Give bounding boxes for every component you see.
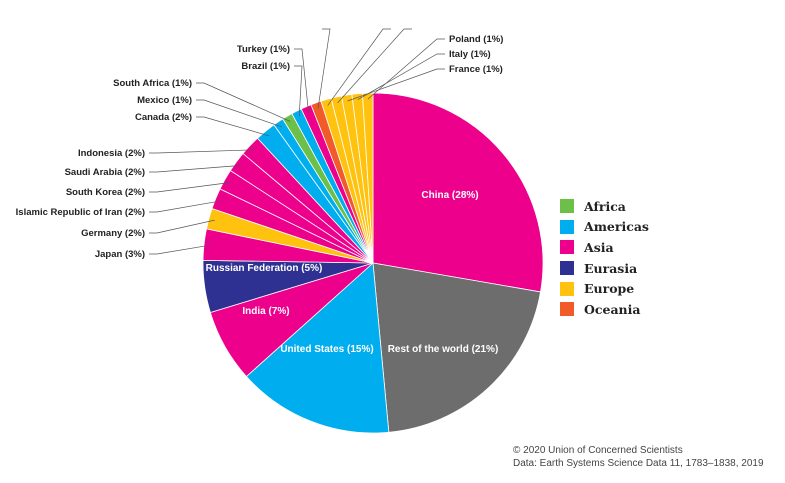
slice-label-4: Russian Federation (5%) bbox=[206, 263, 323, 274]
legend-label: Eurasia bbox=[584, 260, 638, 276]
slice-label-10: Indonesia (2%) bbox=[78, 148, 145, 159]
slice-label-21: Poland (1%) bbox=[449, 34, 503, 45]
slice-label-7: Islamic Republic of Iran (2%) bbox=[16, 207, 145, 218]
legend-swatch bbox=[560, 240, 574, 255]
leader-lines bbox=[149, 28, 445, 255]
legend-item-americas: Americas bbox=[560, 217, 649, 238]
legend-label: Americas bbox=[584, 219, 649, 235]
slice-label-19: France (1%) bbox=[449, 64, 503, 75]
pie-slice-1 bbox=[372, 262, 541, 433]
leader-line-14 bbox=[294, 65, 303, 117]
leader-line-10 bbox=[149, 149, 255, 154]
leader-line-21 bbox=[367, 38, 445, 100]
slice-label-1: Rest of the world (21%) bbox=[388, 344, 499, 355]
source-text: Data: Earth Systems Science Data 11, 178… bbox=[513, 458, 764, 469]
leader-line-20 bbox=[357, 53, 445, 101]
legend-swatch bbox=[560, 261, 574, 276]
legend-label: Oceania bbox=[584, 301, 641, 317]
slice-label-9: Saudi Arabia (2%) bbox=[65, 167, 145, 178]
legend-item-oceania: Oceania bbox=[560, 299, 649, 320]
pie-slices bbox=[202, 92, 544, 434]
slice-label-11: Canada (2%) bbox=[135, 112, 192, 123]
pie-slice-0 bbox=[372, 92, 544, 293]
legend-label: Asia bbox=[584, 239, 614, 255]
legend-label: Africa bbox=[584, 198, 626, 214]
slice-label-14: Brazil (1%) bbox=[241, 61, 290, 72]
slice-label-12: Mexico (1%) bbox=[137, 95, 192, 106]
legend-label: Europe bbox=[584, 281, 635, 297]
leader-line-13 bbox=[196, 82, 291, 122]
slice-label-0: China (28%) bbox=[421, 190, 478, 201]
credits: © 2020 Union of Concerned Scientists Dat… bbox=[513, 444, 764, 470]
slice-label-20: Italy (1%) bbox=[449, 49, 491, 60]
legend-swatch bbox=[560, 199, 574, 214]
legend-item-eurasia: Eurasia bbox=[560, 258, 649, 279]
slice-label-13: South Africa (1%) bbox=[113, 78, 192, 89]
legend: Africa Americas Asia Eurasia Europe Oceania bbox=[560, 196, 649, 320]
legend-swatch bbox=[560, 302, 574, 317]
legend-swatch bbox=[560, 219, 574, 234]
leader-line-5 bbox=[149, 244, 211, 255]
leader-line-16 bbox=[317, 28, 331, 109]
slice-label-3: India (7%) bbox=[242, 306, 289, 317]
leader-line-6 bbox=[149, 219, 215, 234]
leader-line-9 bbox=[149, 165, 242, 173]
legend-swatch bbox=[560, 281, 574, 296]
leader-line-12 bbox=[196, 99, 282, 128]
leader-line-11 bbox=[196, 116, 270, 137]
pie-slice-21 bbox=[362, 92, 374, 264]
leader-line-17 bbox=[327, 28, 391, 106]
slice-label-2: United States (15%) bbox=[280, 344, 373, 355]
leader-line-7 bbox=[149, 200, 222, 213]
slice-labels: China (28%) Rest of the world (21%) United… bbox=[16, 34, 504, 355]
slice-label-15: Turkey (1%) bbox=[237, 44, 290, 55]
copyright-text: © 2020 Union of Concerned Scientists bbox=[513, 445, 683, 456]
leader-line-8 bbox=[149, 182, 231, 193]
leader-line-15 bbox=[294, 48, 309, 113]
slice-label-5: Japan (3%) bbox=[95, 249, 145, 260]
slice-label-8: South Korea (2%) bbox=[66, 187, 145, 198]
slice-label-6: Germany (2%) bbox=[81, 228, 145, 239]
leader-line-18 bbox=[337, 28, 412, 104]
leader-line-19 bbox=[347, 68, 445, 102]
legend-item-asia: Asia bbox=[560, 237, 649, 258]
legend-item-africa: Africa bbox=[560, 196, 649, 217]
pie-slice-2 bbox=[245, 262, 390, 434]
legend-item-europe: Europe bbox=[560, 278, 649, 299]
